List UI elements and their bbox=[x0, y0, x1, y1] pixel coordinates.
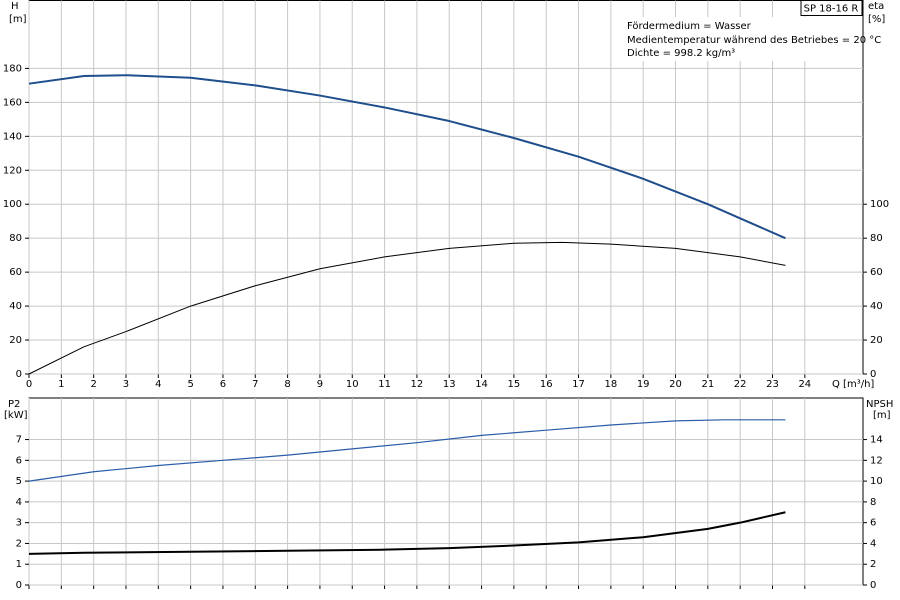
y2-tick-label: 0 bbox=[870, 369, 876, 380]
x-tick-label: 10 bbox=[346, 379, 359, 390]
series-line bbox=[28, 419, 786, 482]
y2-tick-label: 10 bbox=[870, 476, 883, 487]
note-bg bbox=[622, 17, 860, 61]
x-tick-label: 1 bbox=[58, 379, 64, 390]
y-tick-label: 40 bbox=[9, 301, 22, 312]
series-line bbox=[28, 511, 786, 555]
y2-tick-label: 6 bbox=[870, 518, 876, 529]
x-tick-label: 14 bbox=[475, 379, 488, 390]
y2-tick-label: 100 bbox=[870, 199, 889, 210]
y-tick-label: 140 bbox=[3, 131, 22, 142]
y-tick-label: 20 bbox=[9, 335, 22, 346]
y-tick-label: 6 bbox=[16, 455, 22, 466]
y2-tick-label: 60 bbox=[870, 267, 883, 278]
y-tick-label: 4 bbox=[16, 497, 22, 508]
x-tick-label: 21 bbox=[701, 379, 714, 390]
label-box bbox=[800, 0, 863, 16]
x-tick-label: 7 bbox=[252, 379, 258, 390]
x-tick-label: 23 bbox=[766, 379, 779, 390]
x-tick-label: 8 bbox=[284, 379, 290, 390]
annotation: Dichte = 998.2 kg/m³ bbox=[627, 48, 735, 59]
x-label: Q [m³/h] bbox=[832, 379, 874, 390]
x-tick-label: 20 bbox=[669, 379, 682, 390]
series-line bbox=[28, 74, 786, 240]
y2-tick-label: 0 bbox=[870, 580, 876, 591]
annotation: Fördermedium = Wasser bbox=[627, 21, 752, 32]
x-tick-label: 22 bbox=[734, 379, 747, 390]
x-tick-label: 19 bbox=[637, 379, 650, 390]
y-tick-label: 3 bbox=[16, 518, 22, 529]
y2-unit: [%] bbox=[868, 14, 885, 25]
y-tick-label: 1 bbox=[16, 559, 22, 570]
x-tick-label: 0 bbox=[26, 379, 32, 390]
y-tick-label: 5 bbox=[16, 476, 22, 487]
y-tick-label: 60 bbox=[9, 267, 22, 278]
y-tick-label: 180 bbox=[3, 63, 22, 74]
y2-tick-label: 8 bbox=[870, 497, 876, 508]
x-tick-label: 9 bbox=[317, 379, 323, 390]
y2-tick-label: 12 bbox=[870, 455, 883, 466]
y-tick-label: 120 bbox=[3, 165, 22, 176]
y-label: P2 bbox=[8, 399, 20, 410]
x-tick-label: 5 bbox=[187, 379, 193, 390]
y-tick-label: 160 bbox=[3, 97, 22, 108]
y2-label: NPSH bbox=[866, 399, 893, 410]
y-tick-label: 7 bbox=[16, 435, 22, 446]
x-tick-label: 12 bbox=[411, 379, 424, 390]
y2-unit: [m] bbox=[873, 410, 891, 421]
x-tick-label: 16 bbox=[540, 379, 553, 390]
plot-layer: 0 1 2 3 4 5 6 7 8 9 10 11 12 13 14 15 16 17 18 19 20 21 22 23 24… bbox=[3, 0, 889, 591]
x-tick-label: 24 bbox=[798, 379, 811, 390]
series-line bbox=[28, 241, 786, 375]
y-label: H bbox=[11, 1, 19, 12]
x-tick-label: 3 bbox=[123, 379, 129, 390]
y-tick-label: 80 bbox=[9, 233, 22, 244]
y2-tick-label: 14 bbox=[870, 435, 883, 446]
y2-label: eta bbox=[868, 1, 884, 12]
y2-tick-label: 40 bbox=[870, 301, 883, 312]
x-tick-label: 2 bbox=[90, 379, 96, 390]
y2-tick-label: 2 bbox=[870, 559, 876, 570]
bottom-frame bbox=[28, 397, 864, 586]
y-tick-label: 0 bbox=[16, 580, 22, 591]
x-tick-label: 11 bbox=[378, 379, 391, 390]
y2-tick-label: 80 bbox=[870, 233, 883, 244]
x-tick-label: 15 bbox=[508, 379, 521, 390]
y-tick-label: 0 bbox=[16, 369, 22, 380]
y-tick-label: 100 bbox=[3, 199, 22, 210]
y-tick-label: 2 bbox=[16, 538, 22, 549]
y-unit: [m] bbox=[9, 14, 27, 25]
y2-tick-label: 4 bbox=[870, 538, 876, 549]
x-tick-label: 17 bbox=[572, 379, 585, 390]
y-unit: [kW] bbox=[4, 410, 28, 421]
x-tick-label: 6 bbox=[220, 379, 226, 390]
y2-tick-label: 20 bbox=[870, 335, 883, 346]
x-tick-label: 4 bbox=[155, 379, 161, 390]
annotation: Medientemperatur während des Betriebes =… bbox=[627, 35, 881, 46]
pump-label: SP 18-16 R bbox=[804, 4, 859, 15]
x-tick-label: 18 bbox=[604, 379, 617, 390]
x-tick-label: 13 bbox=[443, 379, 456, 390]
